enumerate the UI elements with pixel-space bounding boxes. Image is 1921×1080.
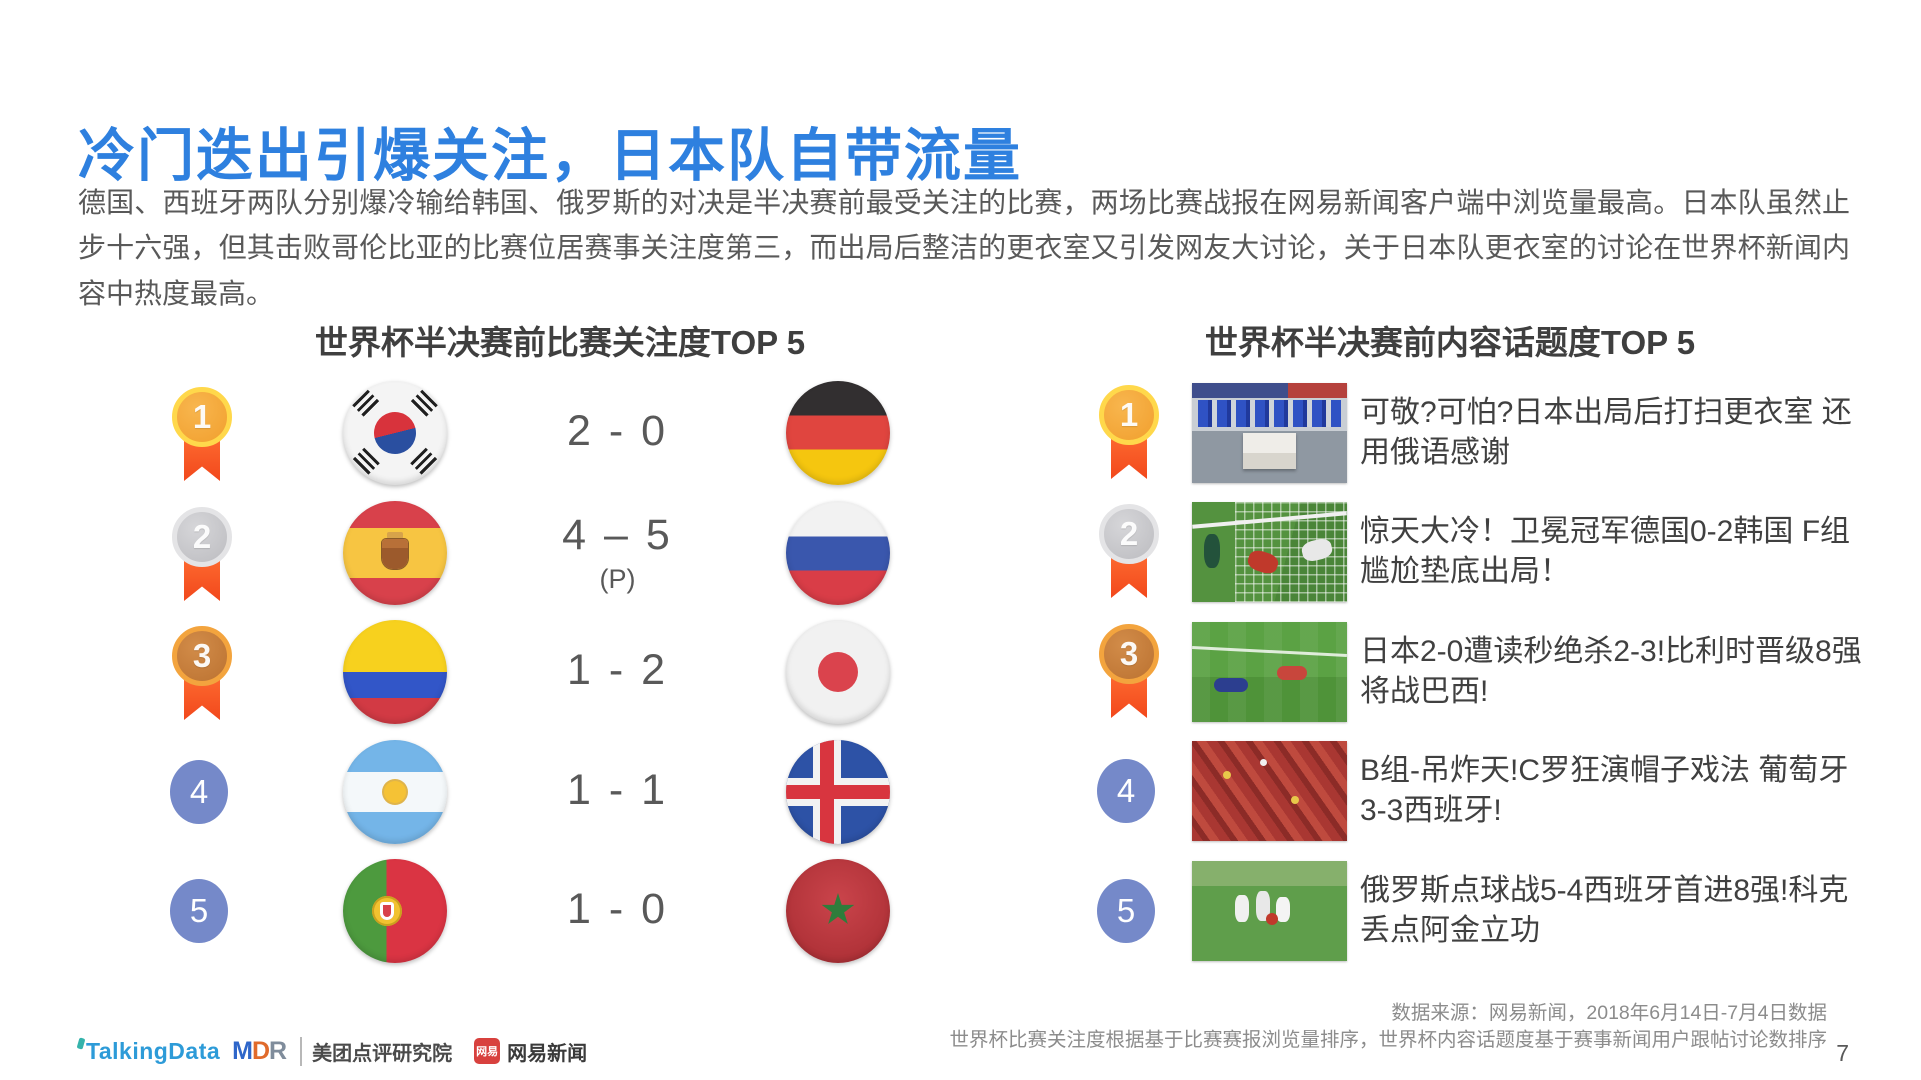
topic-ranking-header: 世界杯半决赛前内容话题度TOP 5 [1204,324,1696,361]
rank-1-medal-icon: 1 [170,387,234,483]
flag-spain-icon [343,501,447,605]
rank-2-medal-icon: 2 [170,507,234,603]
flag-portugal-icon [343,859,447,963]
rank-number: 5 [189,892,209,929]
rank-4-badge: 4 [1097,759,1155,823]
rank-number: 3 [172,626,232,686]
netease-news-logo: 网易 网易新闻 [474,1037,587,1066]
talkingdata-logo-mark [76,1036,86,1050]
match-score: 2 - 0 [495,381,740,485]
flag-south-korea-icon [343,381,447,485]
score-value: 1 - 1 [566,765,669,814]
mdr-letter-m: M [232,1036,253,1065]
intro-paragraph: 德国、西班牙两队分别爆冷输给韩国、俄罗斯的对决是半决赛前最受关注的比赛，两场比赛… [78,187,1850,309]
rank-3-medal-icon: 3 [1097,624,1161,720]
news-thumbnail-locker-room [1192,383,1347,483]
mdr-letter-d: D [251,1036,270,1065]
page-number: 7 [1836,1040,1849,1066]
news-thumbnail-pitch-players [1192,622,1347,722]
flag-iceland-icon [786,740,890,844]
news-headline: 可敬?可怕?日本出局后打扫更衣室 还用俄语感谢 [1360,396,1852,469]
score-note: (P) [599,564,636,594]
score-value: 1 - 0 [566,884,669,933]
news-row-5: 5 俄罗斯点球战5-4西班牙首进8强!科克丢点阿金立功 [0,861,1921,961]
news-row-3: 3 日本2-0遭读秒绝杀2-3!比利时晋级8强将战巴西! [0,622,1921,722]
rank-number: 2 [172,507,232,567]
rank-1-medal-icon: 1 [1097,385,1161,481]
mdr-letter-r: R [269,1036,287,1065]
news-headline: 俄罗斯点球战5-4西班牙首进8强!科克丢点阿金立功 [1360,874,1849,947]
match-score: 1 - 2 [495,620,740,724]
score-value: 1 - 2 [566,645,669,694]
rank-number: 1 [1099,385,1159,445]
data-source-line: 数据来源：网易新闻，2018年6月14日-7月4日数据 [1391,1002,1827,1024]
mdr-logo: M D R [232,1036,287,1066]
news-thumbnail-goal-scene [1192,502,1347,602]
news-row-1: 1 可敬?可怕?日本出局后打扫更衣室 还用俄语感谢 [0,383,1921,483]
score-value: 2 - 0 [566,406,669,455]
match-row-1: 1 2 - 0 [0,381,960,485]
methodology-line: 世界杯比赛关注度根据基于比赛赛报浏览量排序，世界杯内容话题度基于赛事新闻用户跟帖… [949,1029,1827,1051]
netease-news-logo-text: 网易新闻 [507,1042,588,1065]
match-score: 4 – 5 (P) [495,501,740,605]
rank-number: 2 [1099,504,1159,564]
talkingdata-logo: TalkingData [76,1036,221,1065]
rank-2-medal-icon: 2 [1097,504,1161,600]
match-score: 1 - 1 [495,740,740,844]
match-row-3: 3 1 - 2 [0,620,960,724]
news-headline: 日本2-0遭读秒绝杀2-3!比利时晋级8强将战巴西! [1360,635,1862,708]
flag-colombia-icon [343,620,447,724]
match-row-2: 2 4 – 5 (P) [0,501,960,605]
rank-number: 5 [1116,892,1136,929]
news-headline: 惊天大冷！卫冕冠军德国0-2韩国 F组尴尬垫底出局！ [1360,515,1851,588]
flag-japan-icon [786,620,890,724]
news-thumbnail-red-crowd [1192,741,1347,841]
match-ranking-header: 世界杯半决赛前比赛关注度TOP 5 [314,324,806,361]
match-score: 1 - 0 [495,859,740,963]
rank-number: 4 [1116,772,1136,809]
flag-germany-icon [786,381,890,485]
news-headline: B组-吊炸天!C罗狂演帽子戏法 葡萄牙3-3西班牙! [1360,754,1849,827]
flag-morocco-icon [786,859,890,963]
rank-4-badge: 4 [170,760,228,824]
news-row-4: 4 B组-吊炸天!C罗狂演帽子戏法 葡萄牙3-3西班牙! [0,741,1921,841]
netease-badge-icon: 网易 [474,1038,501,1064]
rank-number: 4 [189,773,209,810]
rank-number: 3 [1099,624,1159,684]
talkingdata-logo-text: TalkingData [86,1037,221,1064]
rank-5-badge: 5 [1097,879,1155,943]
logo-bar: TalkingData M D R 美团点评研究院 网易 网易新闻 [76,1036,587,1066]
rank-5-badge: 5 [170,879,228,943]
page-title: 冷门迭出引爆关注，日本队自带流量 [78,124,1022,189]
rank-3-medal-icon: 3 [170,626,234,722]
flag-argentina-icon [343,740,447,844]
score-value: 4 – 5 [562,511,673,559]
flag-russia-icon [786,501,890,605]
meituan-institute-logo-text: 美团点评研究院 [300,1036,452,1066]
news-row-2: 2 惊天大冷！卫冕冠军德国0-2韩国 F组尴尬垫底出局！ [0,502,1921,602]
news-thumbnail-team-celebration [1192,861,1347,961]
match-row-4: 4 1 - 1 [0,740,960,844]
match-row-5: 5 1 - 0 [0,859,960,963]
rank-number: 1 [172,387,232,447]
